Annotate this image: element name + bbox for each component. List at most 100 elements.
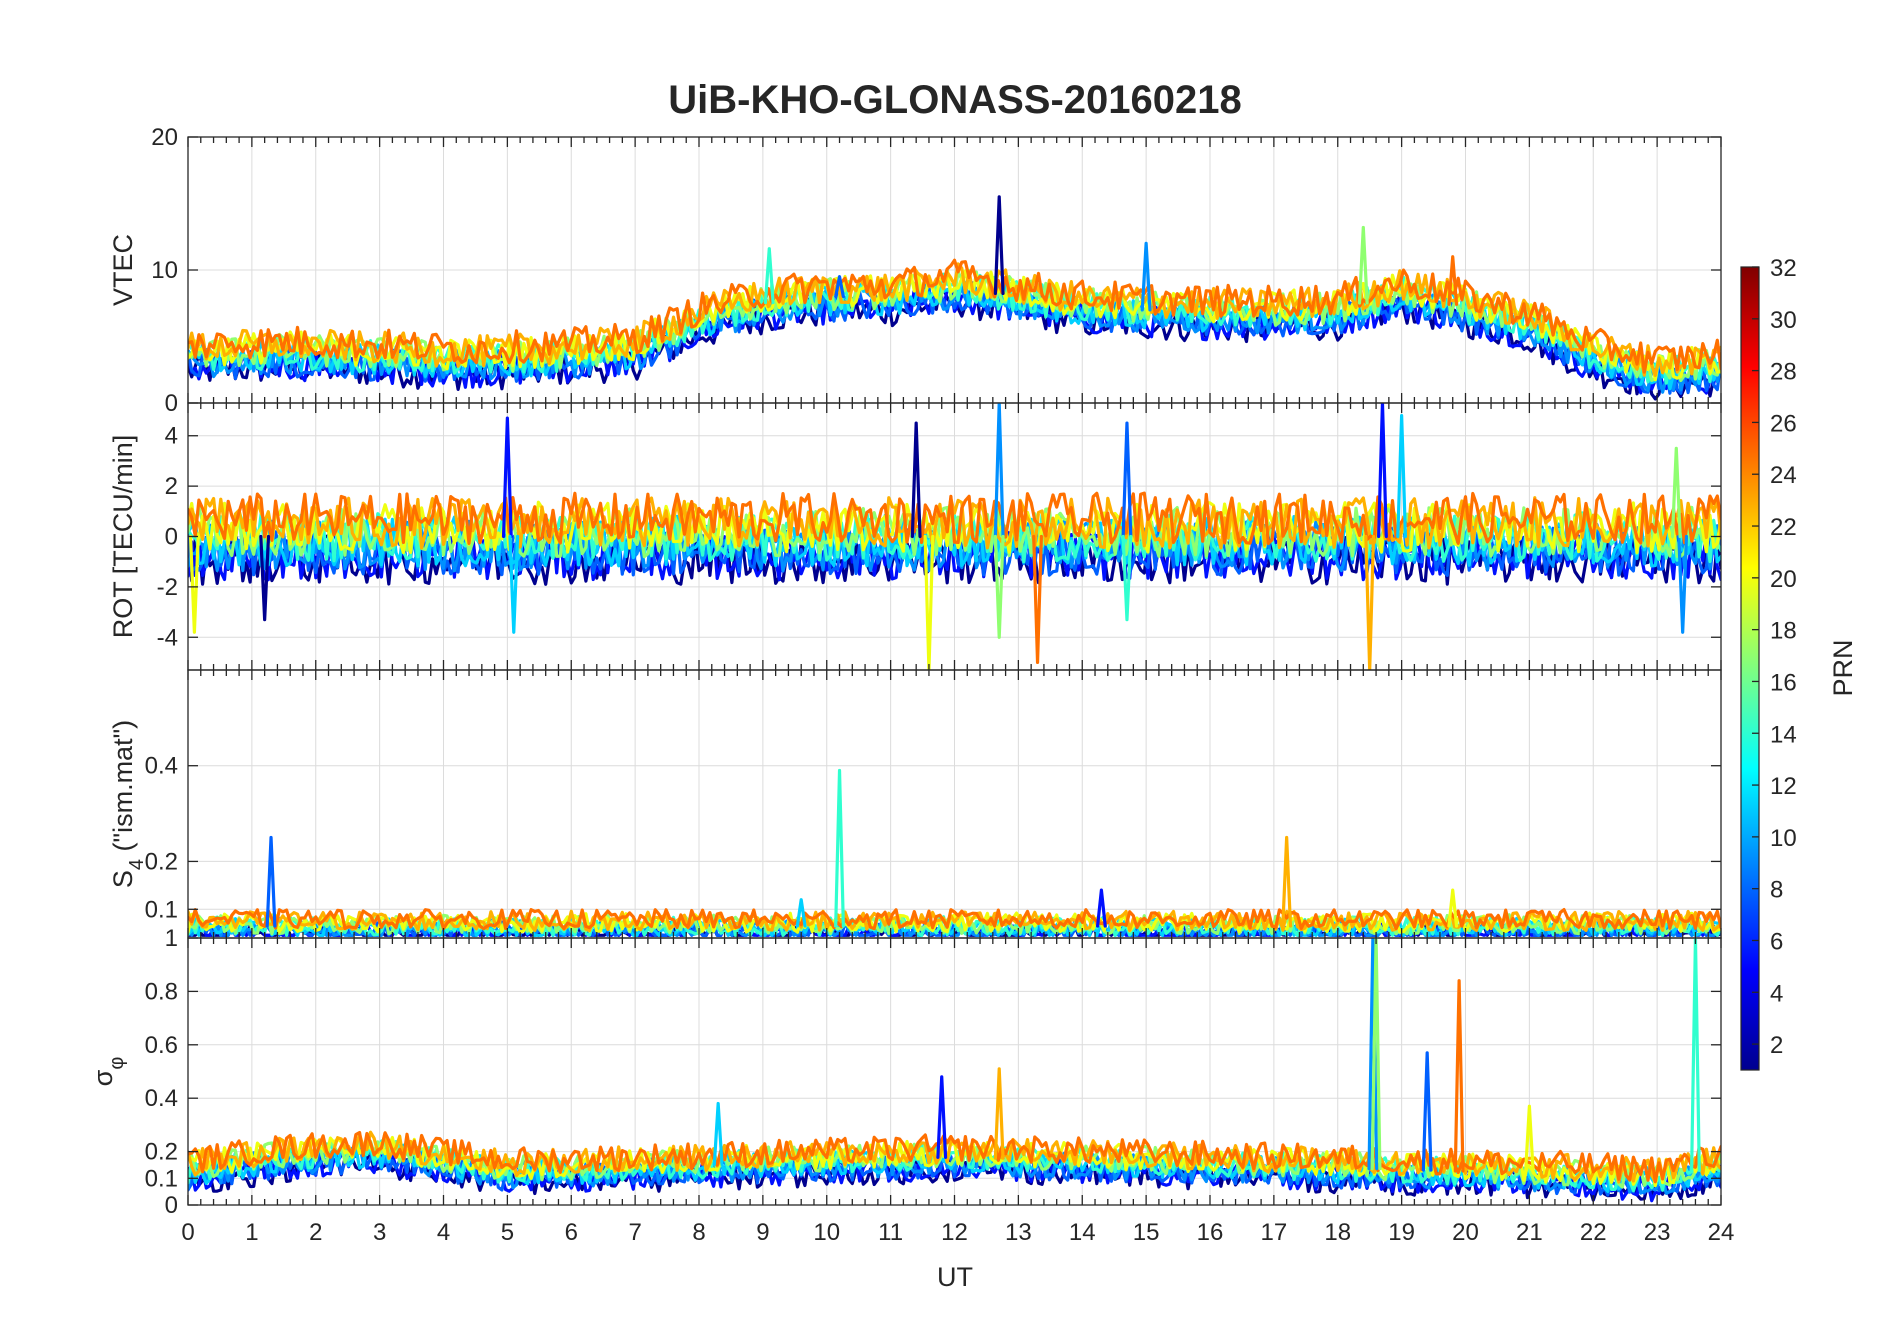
traces-vtec: [188, 195, 1721, 401]
y-tick-label: 0.1: [145, 896, 178, 923]
y-axis-label-rot: ROT [TECU/min]: [108, 435, 138, 639]
spike-mark: [1281, 835, 1293, 928]
colorbar-tick-label: 12: [1770, 773, 1797, 800]
y-tick-label: 0.2: [145, 848, 178, 875]
panel-rot: -4 -2 0 2 4 ROT [TECU/min]: [108, 402, 1722, 671]
spike-mark: [763, 247, 775, 305]
y-tick-label: 0.8: [145, 978, 178, 1005]
x-tick-label: 0: [181, 1219, 194, 1246]
spike-mark: [1453, 979, 1465, 1173]
colorbar-label: PRN: [1828, 639, 1858, 696]
series-prn-17: [188, 1138, 1721, 1189]
x-tick-label: 6: [565, 1219, 578, 1246]
y-tick-label: 1: [165, 925, 178, 952]
spike-mark: [993, 1067, 1005, 1160]
x-tick-label: 16: [1197, 1219, 1224, 1246]
y-tick-label: 0.4: [145, 753, 178, 780]
x-axis: 0 1 2 3 4 5 6 7 8 9 10 11 12 13 14 15 16 17 18 19 20 21 22 23 24: [181, 1219, 1734, 1246]
y-tick-label: -2: [157, 574, 178, 601]
colorbar-tick-label: 22: [1770, 514, 1797, 541]
colorbar-tick-label: 28: [1770, 359, 1797, 386]
colorbar-tick-label: 8: [1770, 877, 1783, 904]
series-prn-24: [188, 258, 1721, 374]
spike-mark: [1095, 888, 1107, 928]
spike-mark: [1690, 938, 1701, 1172]
spike-mark: [1396, 413, 1408, 539]
y-tick-label: 10: [151, 257, 178, 284]
colorbar-tick-label: 6: [1770, 928, 1783, 955]
spike-mark: [1032, 534, 1043, 665]
y-tick-label: -4: [157, 624, 178, 651]
x-tick-label: 10: [813, 1219, 840, 1246]
x-tick-label: 14: [1069, 1219, 1096, 1246]
spike-mark: [259, 534, 271, 622]
traces-sigma_phi: [188, 938, 1721, 1203]
spike-mark: [508, 534, 520, 634]
x-tick-label: 12: [941, 1219, 968, 1246]
colorbar-tick-label: 10: [1770, 825, 1797, 852]
y-tick-label: 0.6: [145, 1032, 178, 1059]
x-tick-label: 4: [437, 1219, 450, 1246]
panel-sigma_phi: 00.10.2 0.4 0.6 0.8 1 σφ: [88, 925, 1722, 1219]
series-prn-22: [188, 496, 1721, 550]
colorbar-tick-label: 2: [1770, 1032, 1783, 1059]
y-tick-label: 0: [165, 390, 178, 417]
colorbar-tick-label: 26: [1770, 410, 1797, 437]
y-tick-label: 0.1: [145, 1165, 178, 1192]
colorbar-tick-label: 16: [1770, 669, 1797, 696]
colorbar-gradient: [1740, 266, 1760, 1071]
colorbar-tick-label: 20: [1770, 566, 1797, 593]
colorbar-tick-label: 4: [1770, 980, 1783, 1007]
colorbar-tick-label: 30: [1770, 307, 1797, 334]
colorbar-tick-label: 14: [1770, 721, 1797, 748]
x-tick-label: 8: [692, 1219, 705, 1246]
x-tick-label: 18: [1324, 1219, 1351, 1246]
spike-mark: [923, 534, 935, 670]
spike-mark: [1121, 421, 1133, 539]
y-tick-label: 4: [165, 423, 178, 450]
spike-mark: [1370, 938, 1382, 1171]
traces-rot: [188, 403, 1721, 670]
y-tick-label: 0.2: [145, 1139, 178, 1166]
spike-mark: [834, 768, 845, 928]
spike-mark: [993, 195, 1005, 296]
y-axis-label-vtec: VTEC: [108, 234, 138, 306]
series-prn-22: [188, 262, 1721, 377]
series-prn-24: [188, 1130, 1721, 1184]
spike-mark: [1364, 534, 1376, 670]
x-tick-label: 13: [1005, 1219, 1032, 1246]
x-tick-label: 15: [1133, 1219, 1160, 1246]
spike-mark: [795, 898, 807, 928]
spike-mark: [993, 534, 1005, 639]
x-axis-label: UT: [937, 1262, 973, 1292]
y-tick-label: 0.4: [145, 1085, 178, 1112]
x-tick-label: 20: [1452, 1219, 1479, 1246]
spike-mark: [1121, 534, 1133, 622]
x-tick-label: 2: [309, 1219, 322, 1246]
panel-vtec: 0 10 20 VTEC: [108, 124, 1722, 417]
y-tick-label: 0: [165, 524, 178, 551]
colorbar-tick-label: 24: [1770, 462, 1797, 489]
spike-mark: [501, 416, 513, 539]
x-tick-label: 23: [1644, 1219, 1671, 1246]
y-axis-label-sigma_phi: σφ: [88, 1057, 128, 1087]
spike-mark: [1140, 241, 1152, 312]
colorbar-tick-label: 32: [1770, 255, 1797, 282]
spike-mark: [1367, 938, 1379, 1171]
y-axis-label-s4: S4 ("ism.mat"): [108, 720, 148, 888]
colorbar-tick-label: 18: [1770, 618, 1797, 645]
panel-s4: 0.1 0.2 0.4S4 ("ism.mat"): [108, 669, 1722, 939]
x-tick-label: 24: [1708, 1219, 1735, 1246]
spike-mark: [1447, 255, 1459, 306]
spike-mark: [712, 1101, 724, 1166]
spike-mark: [834, 275, 845, 299]
x-tick-label: 19: [1388, 1219, 1415, 1246]
spike-mark: [910, 421, 922, 539]
x-tick-label: 1: [245, 1219, 258, 1246]
y-tick-label: 20: [151, 124, 178, 151]
spike-mark: [1447, 888, 1459, 928]
spike-mark: [993, 403, 1005, 539]
